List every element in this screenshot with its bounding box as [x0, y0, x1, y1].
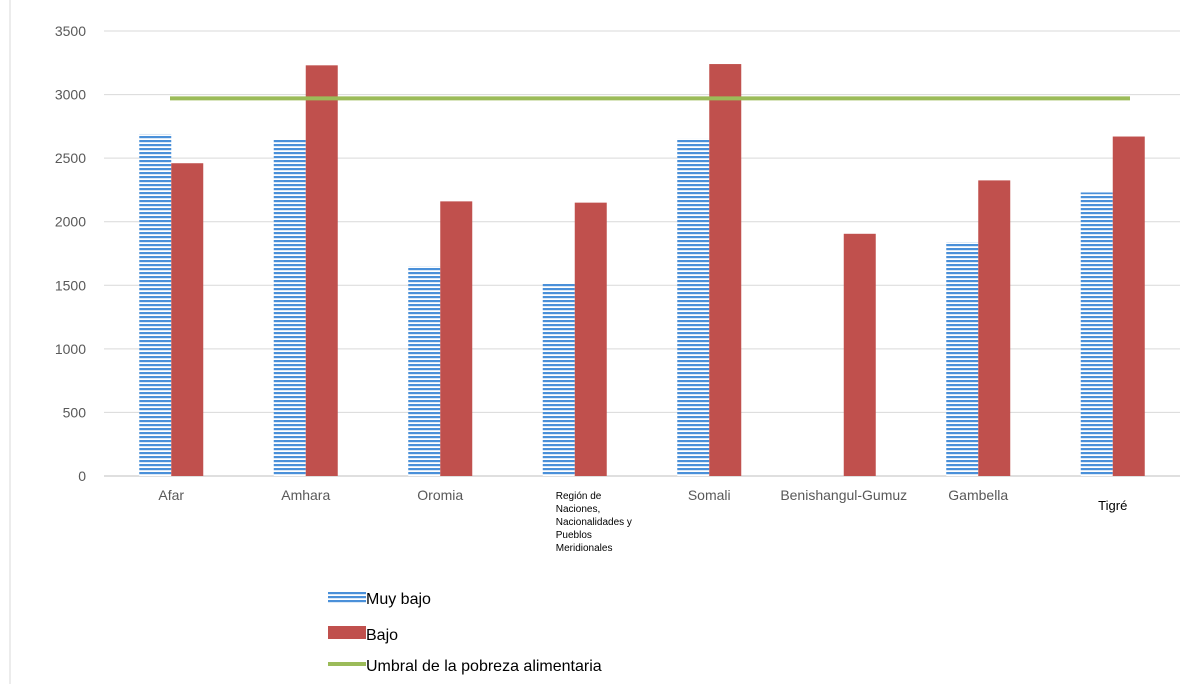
y-tick-label: 2000	[55, 214, 86, 230]
x-category-label-line: Somali	[688, 487, 731, 503]
bar-bajo	[843, 233, 876, 476]
y-tick-label: 3500	[55, 23, 86, 39]
y-tick-label: 3000	[55, 87, 86, 103]
x-category-label-line: Pueblos	[556, 530, 592, 541]
x-category-label-line: Meridionales	[556, 543, 613, 554]
bar-bajo	[171, 163, 204, 476]
x-category-label-line: Oromia	[417, 487, 463, 503]
y-tick-label: 500	[63, 404, 87, 420]
bar-muy-bajo	[677, 138, 710, 476]
legend-item-umbral: Umbral de la pobreza alimentaria	[328, 658, 602, 675]
bar-muy-bajo	[273, 139, 306, 477]
bar-bajo	[978, 180, 1011, 476]
x-category-label-line: Benishangul-Gumuz	[780, 487, 907, 503]
bar-bajo	[1112, 136, 1145, 476]
legend-label: Bajo	[366, 627, 398, 644]
x-category-label-line: Nacionalidades y	[556, 517, 632, 528]
x-category-label: Gambella	[948, 487, 1008, 503]
y-tick-label: 0	[78, 468, 86, 484]
x-category-label: Región de Naciones, Nacionalidades y Pueblo…	[556, 491, 632, 554]
y-tick-label: 1000	[55, 341, 86, 357]
x-category-label-line: Región de	[556, 491, 602, 502]
x-category-label: Amhara	[281, 487, 330, 503]
x-category-label-line: Afar	[158, 487, 184, 503]
bar-bajo	[305, 65, 338, 476]
x-category-label: Somali	[688, 487, 731, 503]
x-category-label-line: Tigré	[1098, 498, 1127, 513]
x-category-label-line: Gambella	[948, 487, 1008, 503]
legend-label: Muy bajo	[366, 591, 431, 608]
bar-muy-bajo	[542, 282, 575, 476]
x-category-label: Tigré	[1098, 498, 1127, 513]
y-tick-label: 1500	[55, 277, 86, 293]
y-tick-label: 2500	[55, 150, 86, 166]
legend-swatch	[328, 626, 366, 639]
x-category-label-line: Naciones,	[556, 504, 600, 515]
legend-label: Umbral de la pobreza alimentaria	[366, 658, 602, 675]
bar-muy-bajo	[139, 133, 172, 476]
bar-bajo	[709, 64, 742, 477]
bar-muy-bajo	[1080, 192, 1113, 476]
x-category-label: Oromia	[417, 487, 463, 503]
x-category-label: Afar	[158, 487, 184, 503]
legend-item-muy-bajo: Muy bajo	[328, 591, 431, 608]
bar-muy-bajo	[408, 266, 441, 476]
bar-bajo	[574, 202, 607, 476]
x-category-label-line: Amhara	[281, 487, 330, 503]
x-category-label: Benishangul-Gumuz	[780, 487, 907, 503]
bar-bajo	[440, 201, 473, 476]
bar-muy-bajo	[946, 242, 979, 476]
legend-swatch	[328, 591, 366, 604]
legend-item-bajo: Bajo	[328, 626, 398, 644]
